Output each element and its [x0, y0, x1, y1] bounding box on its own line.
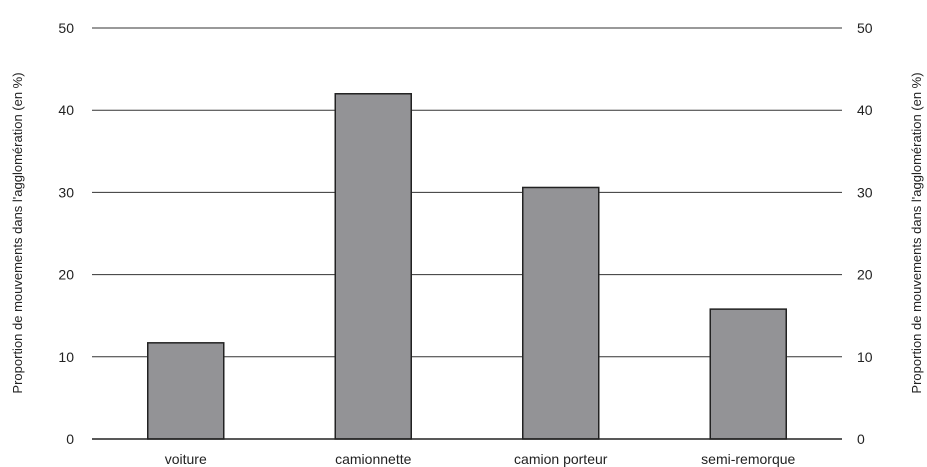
category-labels: voiture camionnette camion porteur semi-rem…	[165, 451, 796, 467]
right-tick-label: 0	[857, 431, 865, 447]
left-tick-label: 10	[58, 349, 74, 365]
y-axis-title-right: Proportion de mouvements dans l'agglomér…	[909, 72, 924, 393]
bar-voiture	[147, 342, 225, 440]
category-label: camionnette	[335, 451, 411, 467]
right-tick-label: 20	[857, 267, 873, 283]
bars	[147, 93, 787, 440]
bar-camion-porteur	[522, 186, 600, 440]
grid-lines	[92, 27, 842, 358]
left-tick-label: 20	[58, 267, 74, 283]
right-axis-ticks: 0 10 20 30 40 50	[857, 20, 873, 447]
y-axis-title-left: Proportion de mouvements dans l'agglomér…	[10, 72, 25, 393]
left-tick-label: 0	[66, 431, 74, 447]
category-label: voiture	[165, 451, 207, 467]
bar-semi-remorque	[709, 308, 787, 440]
left-tick-label: 40	[58, 102, 74, 118]
right-tick-label: 50	[857, 20, 873, 36]
right-tick-label: 40	[857, 102, 873, 118]
right-tick-label: 30	[857, 184, 873, 200]
right-tick-label: 10	[857, 349, 873, 365]
bar-camionnette	[334, 93, 412, 440]
category-label: semi-remorque	[701, 451, 795, 467]
left-axis-ticks: 0 10 20 30 40 50	[58, 20, 74, 447]
category-label: camion porteur	[514, 451, 608, 467]
left-tick-label: 30	[58, 184, 74, 200]
left-tick-label: 50	[58, 20, 74, 36]
